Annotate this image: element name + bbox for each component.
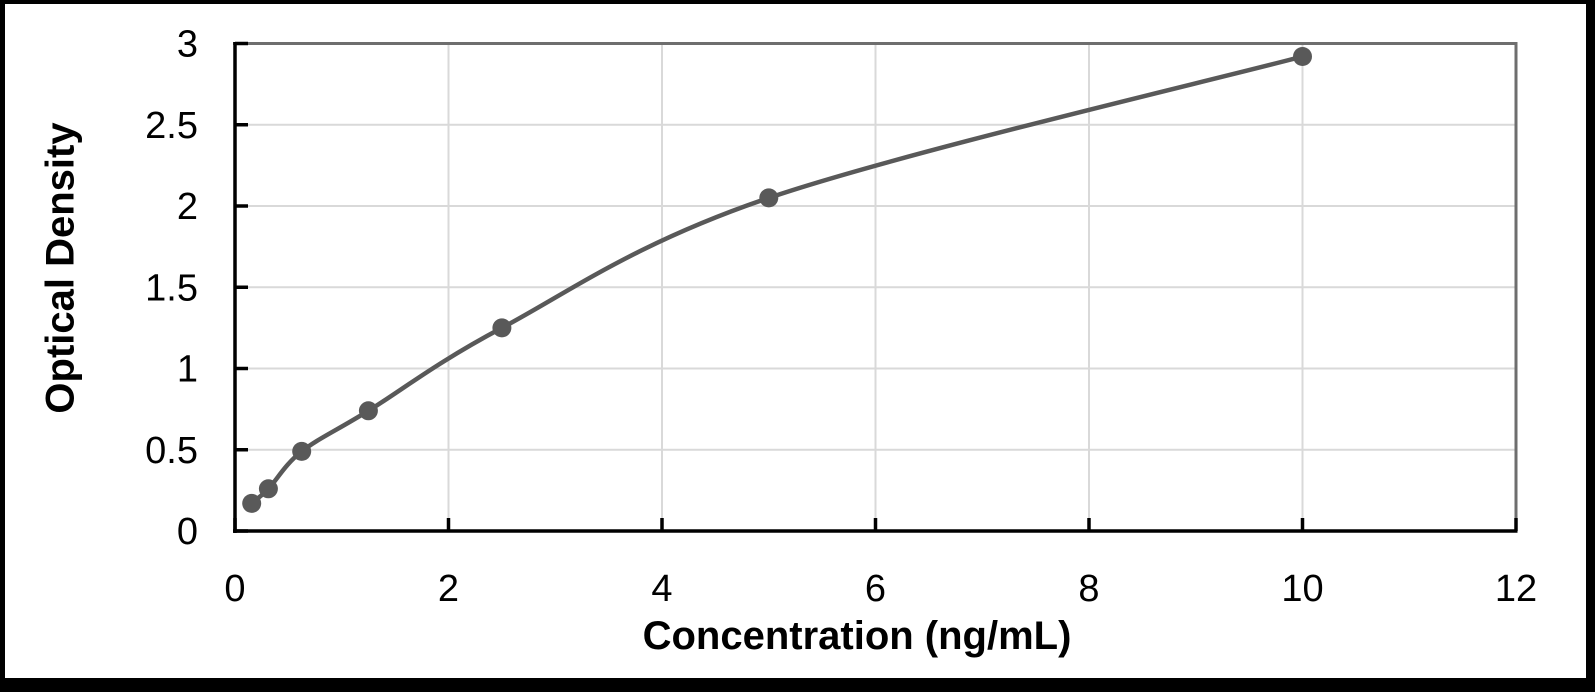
y-tick-label: 2 bbox=[177, 186, 198, 228]
outer-frame-left bbox=[0, 0, 5, 692]
x-axis-title: Concentration (ng/mL) bbox=[642, 614, 1072, 658]
x-tick-label: 12 bbox=[1495, 568, 1537, 610]
data-point bbox=[759, 188, 779, 208]
data-point bbox=[492, 318, 512, 338]
data-point bbox=[1293, 47, 1312, 66]
x-tick-label: 2 bbox=[438, 568, 459, 610]
y-tick-label: 0 bbox=[177, 511, 198, 553]
data-point bbox=[358, 401, 378, 421]
y-tick-label: 1 bbox=[177, 349, 198, 391]
outer-frame-bottom bbox=[0, 678, 1595, 692]
y-tick-label: 2.5 bbox=[145, 105, 198, 147]
x-tick-label: 0 bbox=[224, 568, 245, 610]
y-axis-title: Optical Density bbox=[38, 122, 83, 414]
data-point bbox=[258, 479, 278, 499]
x-tick-label: 10 bbox=[1281, 568, 1323, 610]
y-tick-label: 3 bbox=[177, 24, 198, 66]
y-tick-label: 0.5 bbox=[145, 430, 198, 472]
data-point bbox=[242, 493, 262, 513]
x-tick-label: 8 bbox=[1078, 568, 1099, 610]
x-tick-label: 6 bbox=[865, 568, 886, 610]
x-tick-label: 4 bbox=[651, 568, 672, 610]
outer-frame-right bbox=[1586, 0, 1595, 692]
outer-frame-top bbox=[0, 0, 1595, 4]
y-tick-label: 1.5 bbox=[145, 267, 198, 309]
data-point bbox=[292, 441, 312, 461]
